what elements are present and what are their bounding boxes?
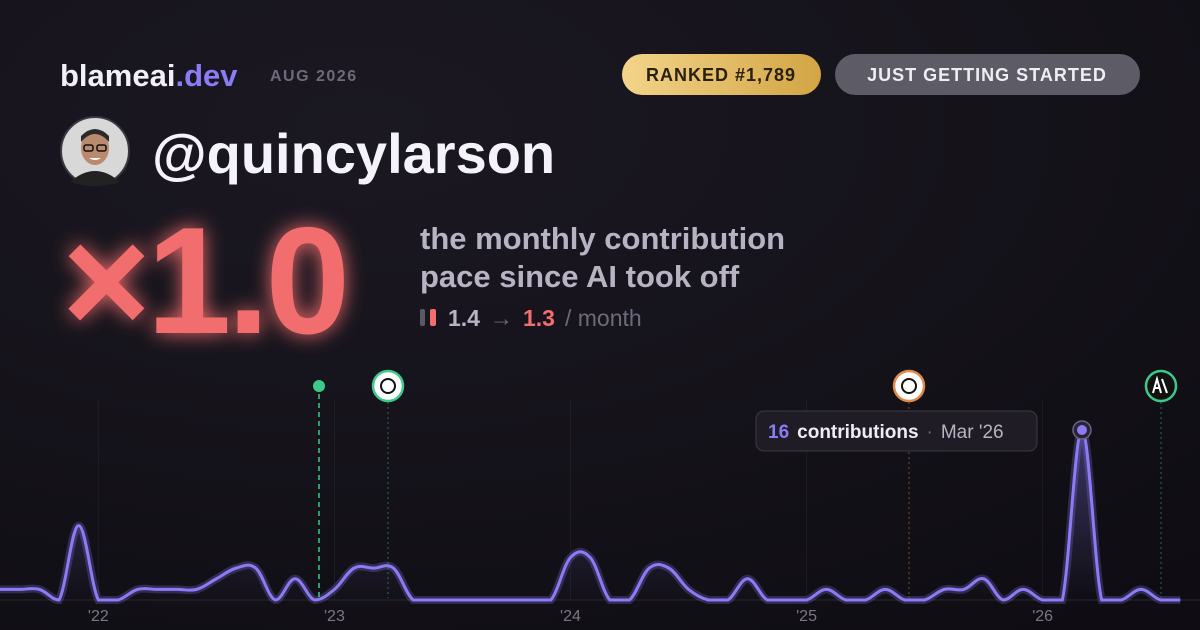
description-line: pace since AI took off	[420, 259, 740, 294]
status-text: JUST GETTING STARTED	[867, 65, 1107, 85]
tooltip: 16 contributions · Mar '26	[755, 410, 1038, 452]
before: 1.4	[448, 305, 480, 331]
x-tick-label: '26	[1032, 608, 1053, 625]
unit: / month	[565, 305, 642, 331]
rank-text: RANKED #1,789	[646, 65, 796, 85]
tooltip-box	[755, 410, 1038, 452]
handle: @quincylarson	[152, 122, 555, 185]
description-line: the monthly contribution	[420, 221, 785, 256]
brand-name: blameai	[60, 58, 175, 93]
tooltip-month: Mar '26	[941, 422, 1004, 443]
brand-suffix: .dev	[175, 58, 238, 93]
event-markers	[313, 369, 1178, 598]
area	[0, 430, 1200, 600]
multiplier: ×1.0	[62, 196, 346, 366]
legend-bar	[420, 309, 425, 326]
status-badge	[835, 54, 1140, 95]
tooltip-value: 16	[768, 422, 789, 443]
legend-bar	[430, 309, 436, 326]
line	[0, 428, 1181, 602]
date: AUG 2026	[270, 68, 358, 85]
brand: blameai.dev	[60, 58, 238, 93]
rank-badge	[622, 54, 821, 95]
chart: '22 '23 '24 '25 '26	[0, 400, 1200, 625]
x-tick-label: '23	[324, 608, 345, 625]
arrow: →	[490, 305, 513, 331]
x-tick-label: '24	[560, 608, 581, 625]
x-tick-label: '25	[796, 608, 817, 625]
x-tick-label: '22	[88, 608, 109, 625]
peak-dot	[1076, 425, 1087, 435]
tooltip-label: contributions	[797, 422, 918, 443]
tooltip-text: 16 contributions · Mar '26	[768, 422, 1004, 443]
tooltip-separator: ·	[927, 422, 933, 443]
after: 1.3	[523, 305, 555, 331]
avatar	[60, 116, 130, 186]
pace-line: 1.4 → 1.3 / month	[448, 305, 642, 331]
